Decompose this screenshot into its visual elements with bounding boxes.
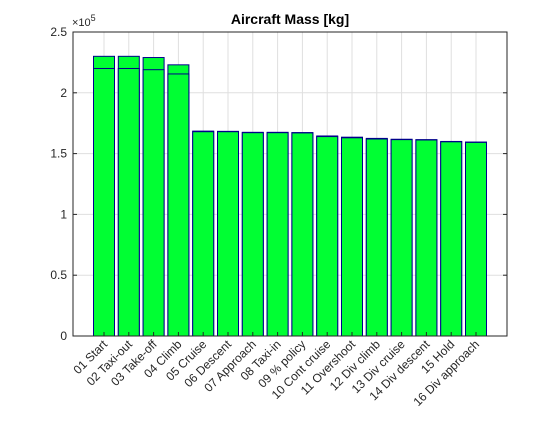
bar-2-10 [316,136,339,337]
bar-2-4 [167,73,190,337]
bar-2-16 [465,141,487,337]
bar-2-14 [415,139,438,337]
y-tick-label: 2 [60,86,67,100]
y-ticks: 0 0.5 1 1.5 2 2.5 [50,25,507,343]
bar-2-9 [291,132,314,337]
axes [72,31,508,337]
y-tick-label: 1 [60,207,67,221]
bar-2-7 [241,132,264,337]
chart-title: Aircraft Mass [kg] [231,11,349,27]
bar-2-11 [341,137,363,337]
bar-2-2 [117,67,140,337]
y-exponent-power: 5 [91,13,96,23]
bar-2-1 [93,67,115,337]
bar-2-3 [142,69,165,337]
bar-2-13 [390,139,413,337]
bar-2-6 [217,131,239,337]
bar-2-8 [266,132,289,337]
bar-2-12 [365,138,388,337]
y-exponent-label: ×105 [72,13,96,29]
y-exponent-base: ×10 [72,17,91,29]
y-tick-label: 2.5 [50,25,67,39]
bars [93,55,487,337]
bar-2-15 [440,141,463,337]
axes-box [72,31,508,337]
y-tick-label: 0.5 [50,268,67,282]
y-tick-label: 1.5 [50,147,67,161]
y-tick-label: 0 [60,329,67,343]
bar-2-5 [192,131,215,337]
